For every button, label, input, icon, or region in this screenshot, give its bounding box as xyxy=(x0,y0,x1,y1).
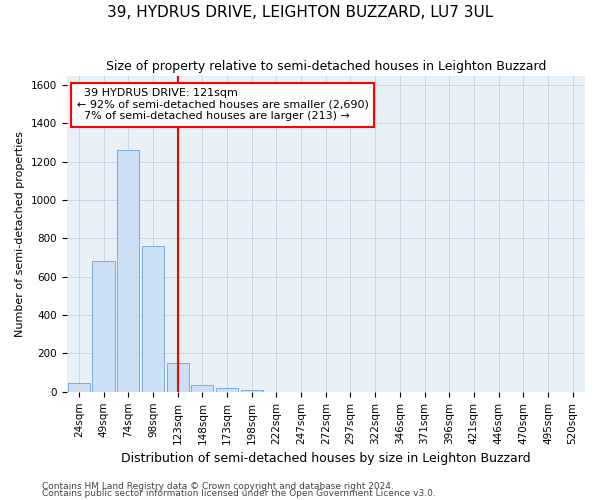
Bar xyxy=(167,363,189,392)
Y-axis label: Number of semi-detached properties: Number of semi-detached properties xyxy=(15,130,25,336)
Title: Size of property relative to semi-detached houses in Leighton Buzzard: Size of property relative to semi-detach… xyxy=(106,60,546,73)
X-axis label: Distribution of semi-detached houses by size in Leighton Buzzard: Distribution of semi-detached houses by … xyxy=(121,452,530,465)
Bar xyxy=(92,262,115,392)
Bar xyxy=(117,150,139,392)
Bar xyxy=(216,388,238,392)
Text: 39, HYDRUS DRIVE, LEIGHTON BUZZARD, LU7 3UL: 39, HYDRUS DRIVE, LEIGHTON BUZZARD, LU7 … xyxy=(107,5,493,20)
Bar xyxy=(191,385,214,392)
Bar xyxy=(142,246,164,392)
Text: Contains public sector information licensed under the Open Government Licence v3: Contains public sector information licen… xyxy=(42,489,436,498)
Bar xyxy=(241,390,263,392)
Text: Contains HM Land Registry data © Crown copyright and database right 2024.: Contains HM Land Registry data © Crown c… xyxy=(42,482,394,491)
Bar xyxy=(68,383,90,392)
Text: 39 HYDRUS DRIVE: 121sqm
← 92% of semi-detached houses are smaller (2,690)
  7% o: 39 HYDRUS DRIVE: 121sqm ← 92% of semi-de… xyxy=(77,88,369,122)
